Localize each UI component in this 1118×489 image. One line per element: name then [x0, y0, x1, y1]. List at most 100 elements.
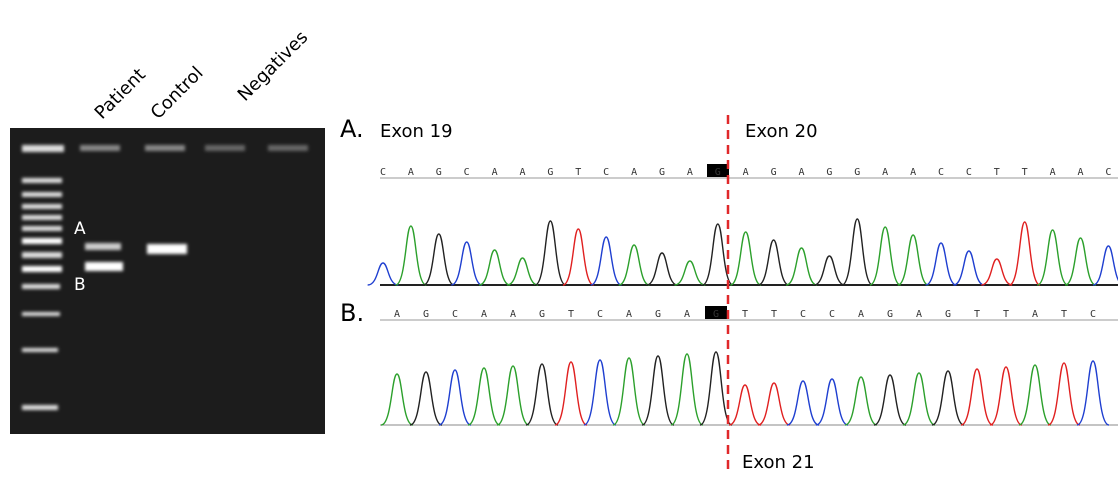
- page: {"gel": {"lanes": ["Patient", "Control",…: [0, 0, 1118, 489]
- base-letter: G: [854, 167, 860, 178]
- trace-peak: [758, 383, 790, 425]
- base-letter: G: [826, 167, 832, 178]
- base-letter: A: [684, 309, 690, 320]
- trace-peak: [675, 261, 706, 285]
- trace-peak: [842, 219, 873, 285]
- panel-label: B.: [340, 299, 364, 327]
- base-letter: T: [568, 309, 574, 320]
- base-letter: C: [829, 309, 835, 320]
- exon-label: Exon 19: [380, 121, 453, 142]
- trace-peak: [613, 358, 645, 425]
- base-letter: C: [800, 309, 806, 320]
- gel-background: [10, 128, 325, 434]
- band-label: A: [74, 219, 86, 239]
- base-letter: A: [916, 309, 922, 320]
- base-letter: T: [974, 309, 980, 320]
- trace-peak: [1065, 238, 1096, 285]
- base-letter: G: [539, 309, 545, 320]
- base-letter: G: [659, 167, 665, 178]
- trace-peak: [642, 356, 674, 425]
- base-letter: A: [519, 167, 525, 178]
- figure: A B Patient Control Negatives A. Exon 19…: [0, 0, 1118, 489]
- gel: A B Patient Control Negatives: [10, 27, 325, 434]
- trace-peak: [961, 369, 993, 425]
- trace-peak: [671, 354, 703, 425]
- trace-peak: [619, 245, 650, 285]
- trace-peak: [368, 263, 399, 285]
- base-letter: C: [597, 309, 603, 320]
- base-letter: A: [910, 167, 916, 178]
- lane-label: Control: [147, 63, 208, 124]
- panel-label: A.: [340, 115, 364, 143]
- base-letter: C: [380, 167, 386, 178]
- trace-peak: [730, 232, 761, 285]
- trace-peak: [954, 251, 985, 285]
- trace-peak: [584, 360, 616, 425]
- base-letter: A: [394, 309, 400, 320]
- trace-peak: [468, 368, 500, 425]
- trace-peak: [526, 364, 558, 425]
- base-letter: C: [1090, 309, 1096, 320]
- trace-peak: [1093, 246, 1118, 285]
- base-letter: A: [1077, 167, 1083, 178]
- trace-peak: [647, 253, 678, 285]
- trace-peak: [563, 229, 594, 285]
- trace-peak: [451, 242, 482, 285]
- trace-peak: [1009, 222, 1040, 285]
- trace-peak: [497, 366, 529, 425]
- base-letter: G: [423, 309, 429, 320]
- base-letter: A: [687, 167, 693, 178]
- base-letter: T: [771, 309, 777, 320]
- base-letter: C: [452, 309, 458, 320]
- base-letter: G: [771, 167, 777, 178]
- base-letter: G: [715, 167, 721, 178]
- trace-peak: [1077, 361, 1109, 425]
- exon-label: Exon 20: [745, 121, 818, 142]
- base-letter: A: [626, 309, 632, 320]
- trace-peak: [787, 381, 819, 425]
- base-letter: C: [1105, 167, 1111, 178]
- trace-peak: [932, 371, 964, 425]
- trace-peak: [903, 373, 935, 425]
- base-letter: T: [1022, 167, 1028, 178]
- base-letter: A: [1050, 167, 1056, 178]
- base-letter: G: [713, 309, 719, 320]
- base-letter: G: [655, 309, 661, 320]
- trace-peak: [786, 248, 817, 285]
- trace-peak: [410, 372, 442, 425]
- chromatograms: [368, 219, 1118, 425]
- base-letter: A: [481, 309, 487, 320]
- trace-peak: [535, 221, 566, 285]
- base-letter: T: [1061, 309, 1067, 320]
- base-letter: A: [492, 167, 498, 178]
- trace-peak: [990, 367, 1022, 425]
- trace-peak: [479, 250, 510, 285]
- base-letter: T: [994, 167, 1000, 178]
- lane-label: Patient: [91, 64, 150, 123]
- base-letter: G: [887, 309, 893, 320]
- trace-peak: [439, 370, 471, 425]
- trace-peak: [396, 226, 427, 285]
- trace-peak: [814, 256, 845, 285]
- base-letter: A: [1032, 309, 1038, 320]
- trace-peak: [874, 375, 906, 425]
- trace-peak: [758, 240, 789, 285]
- trace-peak: [1019, 365, 1051, 425]
- base-letter: G: [945, 309, 951, 320]
- trace-peak: [981, 259, 1012, 285]
- trace-peak: [926, 243, 957, 285]
- trace-peak: [591, 237, 622, 285]
- base-letter: G: [547, 167, 553, 178]
- exon-label: Exon 21: [742, 452, 815, 473]
- trace-peak: [816, 379, 848, 425]
- base-letter: C: [938, 167, 944, 178]
- trace-peak: [381, 374, 413, 425]
- trace-peak: [1037, 230, 1068, 285]
- trace-peak: [1048, 363, 1080, 425]
- band-label: B: [74, 275, 86, 295]
- base-letter: G: [436, 167, 442, 178]
- base-letter: A: [882, 167, 888, 178]
- base-letter: A: [408, 167, 414, 178]
- trace-peak: [729, 385, 761, 425]
- base-letter: A: [858, 309, 864, 320]
